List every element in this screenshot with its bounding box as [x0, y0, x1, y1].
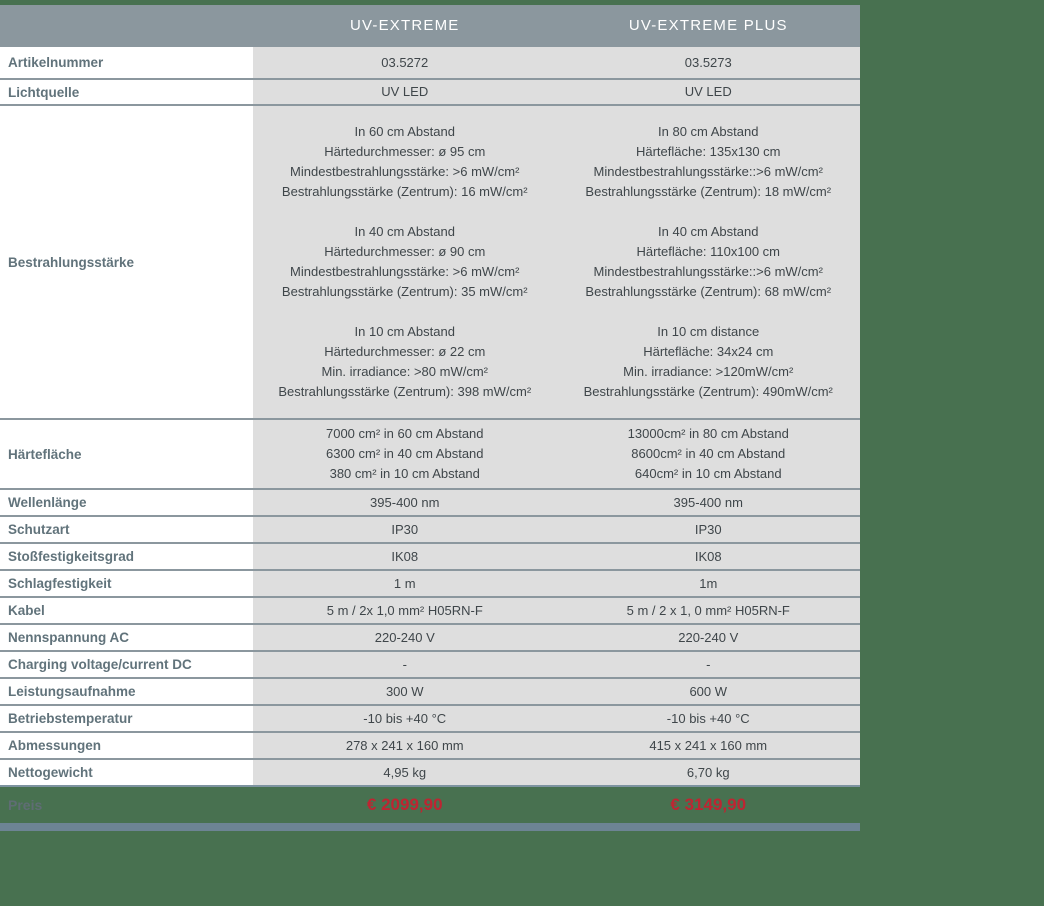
row-label: Leistungsaufnahme	[0, 679, 253, 704]
cell-uv-extreme: In 60 cm Abstand Härtedurchmesser: ø 95 …	[278, 124, 532, 399]
row-artikelnummer: Artikelnummer 03.5272 03.5273	[0, 45, 860, 78]
cell-uv-extreme: 4,95 kg	[383, 764, 427, 780]
row-schutzart: Schutzart IP30 IP30	[0, 515, 860, 542]
cell-uv-extreme: 395-400 nm	[370, 494, 440, 510]
cell-uv-extreme-plus: 1m	[699, 575, 718, 591]
cell-uv-extreme-plus: 6,70 kg	[686, 764, 730, 780]
row-label: Härtefläche	[0, 420, 253, 488]
cell-uv-extreme-plus: IK08	[694, 548, 722, 564]
row-betriebstemperatur: Betriebstemperatur -10 bis +40 °C -10 bis…	[0, 704, 860, 731]
cell-uv-extreme-plus: 13000cm² in 80 cm Abstand 8600cm² in 40 …	[627, 426, 789, 481]
row-label: Preis	[8, 797, 43, 813]
table-bottom-bar	[0, 823, 860, 831]
row-label: Schutzart	[0, 517, 253, 542]
cell-uv-extreme-plus: 220-240 V	[678, 629, 739, 645]
cell-uv-extreme-plus: 395-400 nm	[673, 494, 743, 510]
row-charging-voltage-dc: Charging voltage/current DC - -	[0, 650, 860, 677]
row-label: Schlagfestigkeit	[0, 571, 253, 596]
row-stossfestigkeitsgrad: Stoßfestigkeitsgrad IK08 IK08	[0, 542, 860, 569]
row-label: Artikelnummer	[0, 47, 253, 78]
cell-uv-extreme: 220-240 V	[374, 629, 435, 645]
cell-uv-extreme-plus: 415 x 241 x 160 mm	[649, 737, 768, 753]
row-label: Nennspannung AC	[0, 625, 253, 650]
cell-uv-extreme-plus: 600 W	[689, 683, 728, 699]
row-label: Wellenlänge	[0, 490, 253, 515]
row-nennspannung-ac: Nennspannung AC 220-240 V 220-240 V	[0, 623, 860, 650]
row-label: Lichtquelle	[0, 80, 253, 104]
cell-uv-extreme-plus: 03.5273	[684, 54, 732, 70]
row-wellenlaenge: Wellenlänge 395-400 nm 395-400 nm	[0, 488, 860, 515]
column-header-uv-extreme: UV-EXTREME	[349, 16, 460, 34]
header-label-spacer	[0, 5, 253, 45]
cell-uv-extreme-plus: IP30	[694, 521, 722, 537]
row-haerteflaeche: Härtefläche 7000 cm² in 60 cm Abstand 63…	[0, 418, 860, 488]
row-label: Stoßfestigkeitsgrad	[0, 544, 253, 569]
row-preis: Preis € 2099,90 € 3149,90	[0, 785, 860, 823]
row-kabel: Kabel 5 m / 2x 1,0 mm² H05RN-F 5 m / 2 x …	[0, 596, 860, 623]
product-spec-table: UV-EXTREME UV-EXTREME PLUS Artikelnummer…	[0, 5, 860, 831]
cell-uv-extreme-plus: UV LED	[684, 84, 732, 99]
row-label: Charging voltage/current DC	[0, 652, 253, 677]
cell-uv-extreme-plus: In 80 cm Abstand Härtefläche: 135x130 cm…	[583, 124, 833, 399]
cell-uv-extreme: IK08	[391, 548, 419, 564]
cell-uv-extreme: 5 m / 2x 1,0 mm² H05RN-F	[326, 602, 483, 618]
price-uv-extreme: € 2099,90	[366, 795, 443, 814]
row-label: Kabel	[0, 598, 253, 623]
table-header: UV-EXTREME UV-EXTREME PLUS	[0, 5, 860, 45]
row-label: Bestrahlungsstärke	[0, 106, 253, 418]
row-label: Betriebstemperatur	[0, 706, 253, 731]
cell-uv-extreme-plus: -	[706, 656, 711, 672]
row-bestrahlungsstaerke: Bestrahlungsstärke In 60 cm Abstand Härt…	[0, 104, 860, 418]
price-uv-extreme-plus: € 3149,90	[670, 795, 747, 814]
row-label: Abmessungen	[0, 733, 253, 758]
cell-uv-extreme: 7000 cm² in 60 cm Abstand 6300 cm² in 40…	[325, 426, 484, 481]
cell-uv-extreme: 300 W	[385, 683, 424, 699]
cell-uv-extreme: -10 bis +40 °C	[363, 710, 447, 726]
row-label: Nettogewicht	[0, 760, 253, 785]
cell-uv-extreme: 278 x 241 x 160 mm	[345, 737, 464, 753]
cell-uv-extreme: -	[402, 656, 407, 672]
row-leistungsaufnahme: Leistungsaufnahme 300 W 600 W	[0, 677, 860, 704]
cell-uv-extreme-plus: -10 bis +40 °C	[666, 710, 750, 726]
row-abmessungen: Abmessungen 278 x 241 x 160 mm 415 x 241 …	[0, 731, 860, 758]
column-header-uv-extreme-plus: UV-EXTREME PLUS	[628, 16, 788, 34]
cell-uv-extreme: 1 m	[393, 575, 416, 591]
cell-uv-extreme: 03.5272	[381, 54, 429, 70]
cell-uv-extreme: UV LED	[381, 84, 429, 99]
cell-uv-extreme-plus: 5 m / 2 x 1, 0 mm² H05RN-F	[626, 602, 790, 618]
row-schlagfestigkeit: Schlagfestigkeit 1 m 1m	[0, 569, 860, 596]
cell-uv-extreme: IP30	[391, 521, 419, 537]
row-nettogewicht: Nettogewicht 4,95 kg 6,70 kg	[0, 758, 860, 785]
row-lichtquelle: Lichtquelle UV LED UV LED	[0, 78, 860, 104]
